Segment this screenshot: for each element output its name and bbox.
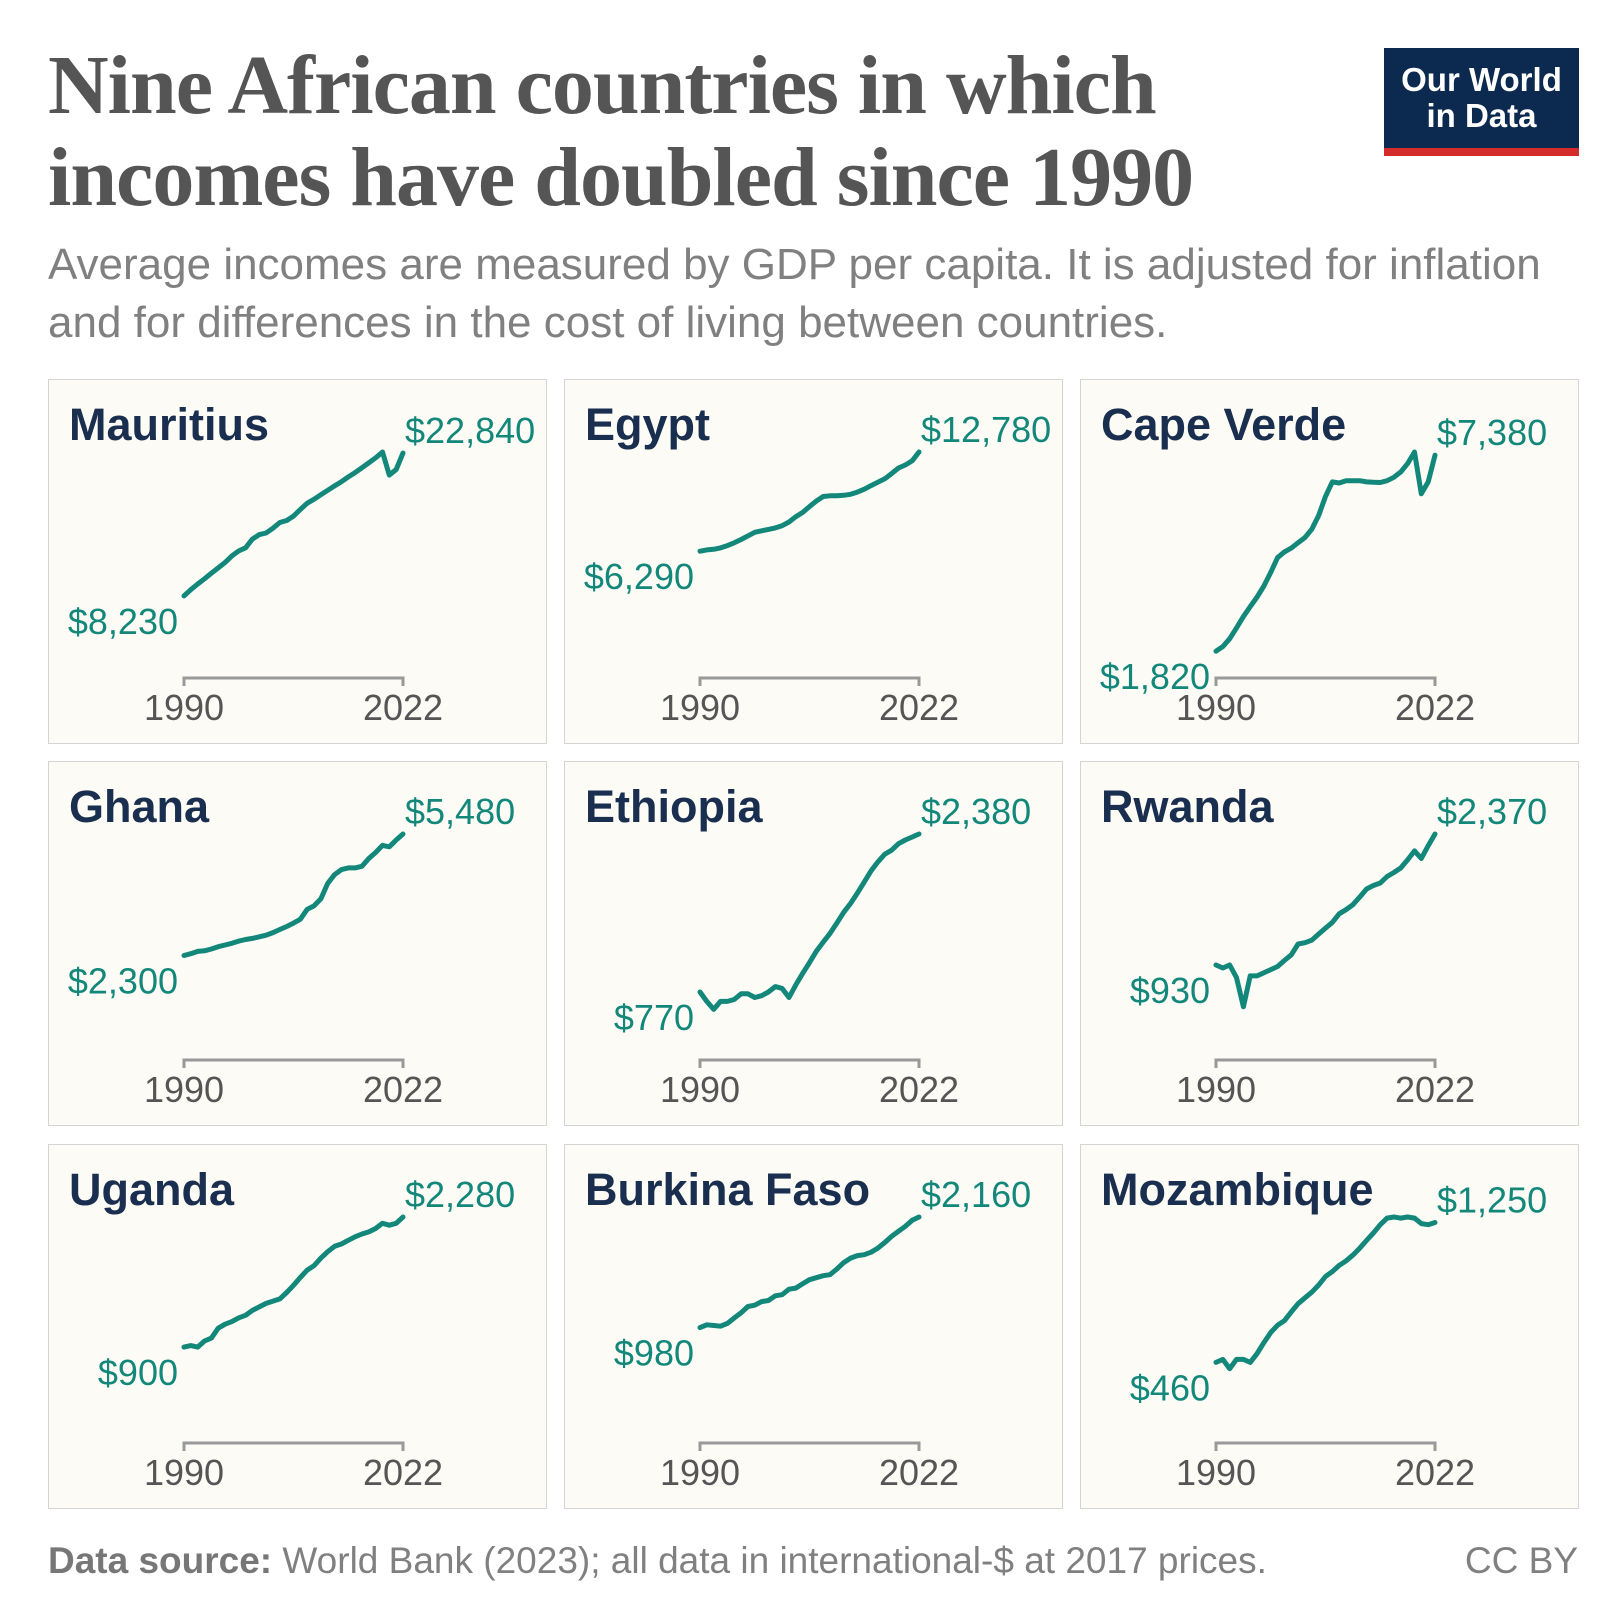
x-tick-label: 1990 — [660, 1452, 740, 1493]
country-name: Uganda — [69, 1164, 235, 1215]
series-line — [1213, 1214, 1438, 1372]
line-chart: Burkina Faso $980 $2,160 1990 2022 — [585, 1164, 1031, 1493]
line-chart: Uganda $900 $2,280 1990 2022 — [69, 1164, 515, 1493]
data-source-text: World Bank (2023); all data in internati… — [272, 1540, 1267, 1581]
end-value-label: $7,380 — [1437, 412, 1547, 453]
x-tick-label: 1990 — [660, 1069, 740, 1110]
chart-title: Nine African countries in which incomes … — [48, 39, 1194, 224]
line-chart: Mozambique $460 $1,250 1990 2022 — [1101, 1164, 1547, 1493]
end-value-label: $1,250 — [1437, 1179, 1547, 1220]
end-value-label: $2,160 — [921, 1174, 1031, 1215]
country-name: Ethiopia — [585, 781, 763, 832]
end-value-label: $12,780 — [921, 409, 1051, 450]
start-value-label: $460 — [1130, 1367, 1210, 1408]
start-value-label: $8,230 — [68, 601, 178, 642]
line-chart: Egypt $6,290 $12,780 1990 2022 — [584, 399, 1051, 728]
data-source-note: Data source: World Bank (2023); all data… — [48, 1540, 1267, 1582]
line-chart: Ethiopia $770 $2,380 1990 2022 — [585, 781, 1031, 1110]
line-chart: Ghana $2,300 $5,480 1990 2022 — [68, 781, 515, 1110]
x-tick-label: 1990 — [144, 1452, 224, 1493]
x-axis — [182, 1441, 405, 1451]
country-name: Egypt — [585, 399, 710, 450]
chart-subtitle: Average incomes are measured by GDP per … — [48, 240, 1541, 347]
series-line — [181, 831, 406, 958]
x-axis — [1214, 676, 1437, 686]
series-line — [181, 1214, 406, 1350]
x-tick-label: 2022 — [1395, 1069, 1475, 1110]
x-tick-label: 2022 — [879, 687, 959, 728]
x-axis — [698, 676, 921, 686]
x-tick-label: 2022 — [363, 1069, 443, 1110]
panel-cape-verde: Cape Verde $1,820 $7,380 1990 2022 — [1080, 379, 1579, 744]
x-tick-label: 2022 — [879, 1069, 959, 1110]
x-axis — [182, 676, 405, 686]
line-chart: Rwanda $930 $2,370 1990 2022 — [1101, 781, 1547, 1110]
series-line — [181, 449, 406, 599]
x-tick-label: 2022 — [363, 687, 443, 728]
owid-logo[interactable]: Our World in Data — [1384, 48, 1579, 156]
x-axis — [698, 1441, 921, 1451]
x-tick-label: 2022 — [363, 1452, 443, 1493]
panel-mauritius: Mauritius $8,230 $22,840 1990 2022 — [48, 379, 547, 744]
start-value-label: $930 — [1130, 970, 1210, 1011]
x-tick-label: 1990 — [1176, 1452, 1256, 1493]
country-name: Rwanda — [1101, 781, 1275, 832]
start-value-label: $6,290 — [584, 556, 694, 597]
series-line — [697, 1214, 922, 1331]
x-axis — [1214, 1058, 1437, 1068]
data-source-label: Data source: — [48, 1540, 273, 1581]
panel-burkina-faso: Burkina Faso $980 $2,160 1990 2022 — [564, 1144, 1063, 1509]
panel-ethiopia: Ethiopia $770 $2,380 1990 2022 — [564, 761, 1063, 1126]
country-name: Mauritius — [69, 399, 269, 450]
start-value-label: $980 — [614, 1333, 694, 1374]
x-tick-label: 1990 — [1176, 1069, 1256, 1110]
x-tick-label: 2022 — [1395, 1452, 1475, 1493]
x-tick-label: 2022 — [879, 1452, 959, 1493]
x-tick-label: 1990 — [1176, 687, 1256, 728]
line-chart: Mauritius $8,230 $22,840 1990 2022 — [68, 399, 535, 728]
end-value-label: $2,370 — [1437, 791, 1547, 832]
x-tick-label: 1990 — [144, 687, 224, 728]
start-value-label: $2,300 — [68, 961, 178, 1002]
x-tick-label: 1990 — [660, 687, 740, 728]
start-value-label: $1,820 — [1100, 656, 1210, 697]
end-value-label: $2,280 — [405, 1174, 515, 1215]
series-line — [697, 831, 922, 1012]
start-value-label: $770 — [614, 997, 694, 1038]
end-value-label: $22,840 — [405, 410, 535, 451]
start-value-label: $900 — [98, 1352, 178, 1393]
x-axis — [1214, 1441, 1437, 1451]
x-tick-label: 2022 — [1395, 687, 1475, 728]
end-value-label: $5,480 — [405, 791, 515, 832]
panel-egypt: Egypt $6,290 $12,780 1990 2022 — [564, 379, 1063, 744]
license-label[interactable]: CC BY — [1464, 1540, 1578, 1581]
panel-mozambique: Mozambique $460 $1,250 1990 2022 — [1080, 1144, 1579, 1509]
line-chart: Cape Verde $1,820 $7,380 1990 2022 — [1100, 399, 1547, 728]
panel-rwanda: Rwanda $930 $2,370 1990 2022 — [1080, 761, 1579, 1126]
country-name: Burkina Faso — [585, 1164, 870, 1215]
x-tick-label: 1990 — [144, 1069, 224, 1110]
end-value-label: $2,380 — [921, 791, 1031, 832]
country-name: Ghana — [69, 781, 210, 832]
panel-uganda: Uganda $900 $2,280 1990 2022 — [48, 1144, 547, 1509]
country-name: Mozambique — [1101, 1164, 1374, 1215]
panel-ghana: Ghana $2,300 $5,480 1990 2022 — [48, 761, 547, 1126]
x-axis — [698, 1058, 921, 1068]
x-axis — [182, 1058, 405, 1068]
series-line — [1213, 831, 1438, 1010]
series-line — [697, 449, 922, 554]
country-name: Cape Verde — [1101, 399, 1346, 450]
series-line — [1213, 449, 1438, 654]
